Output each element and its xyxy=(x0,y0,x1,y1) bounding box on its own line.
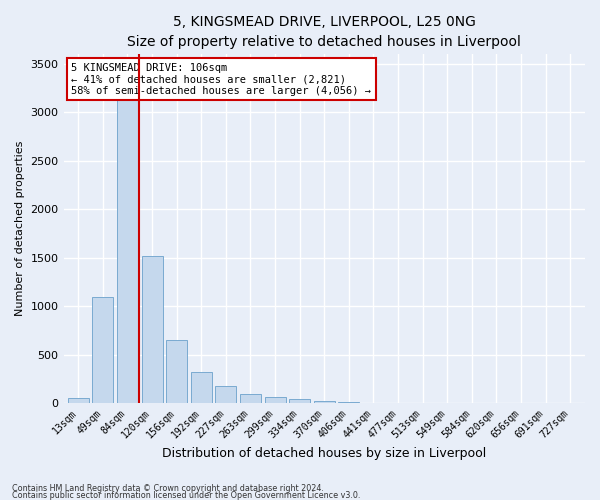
Bar xyxy=(265,398,286,403)
Bar xyxy=(215,386,236,403)
Bar xyxy=(68,398,89,403)
Y-axis label: Number of detached properties: Number of detached properties xyxy=(15,141,25,316)
Text: Contains HM Land Registry data © Crown copyright and database right 2024.: Contains HM Land Registry data © Crown c… xyxy=(12,484,324,493)
Bar xyxy=(117,68,138,403)
Bar xyxy=(92,298,113,403)
Bar xyxy=(142,256,163,403)
Title: 5, KINGSMEAD DRIVE, LIVERPOOL, L25 0NG
Size of property relative to detached hou: 5, KINGSMEAD DRIVE, LIVERPOOL, L25 0NG S… xyxy=(127,15,521,48)
Bar xyxy=(338,402,359,403)
Bar xyxy=(166,340,187,403)
Text: Contains public sector information licensed under the Open Government Licence v3: Contains public sector information licen… xyxy=(12,491,361,500)
Text: 5 KINGSMEAD DRIVE: 106sqm
← 41% of detached houses are smaller (2,821)
58% of se: 5 KINGSMEAD DRIVE: 106sqm ← 41% of detac… xyxy=(71,62,371,96)
Bar xyxy=(314,402,335,403)
Bar xyxy=(191,372,212,403)
Bar xyxy=(363,402,384,403)
Bar xyxy=(240,394,261,403)
Bar xyxy=(289,399,310,403)
X-axis label: Distribution of detached houses by size in Liverpool: Distribution of detached houses by size … xyxy=(162,447,487,460)
